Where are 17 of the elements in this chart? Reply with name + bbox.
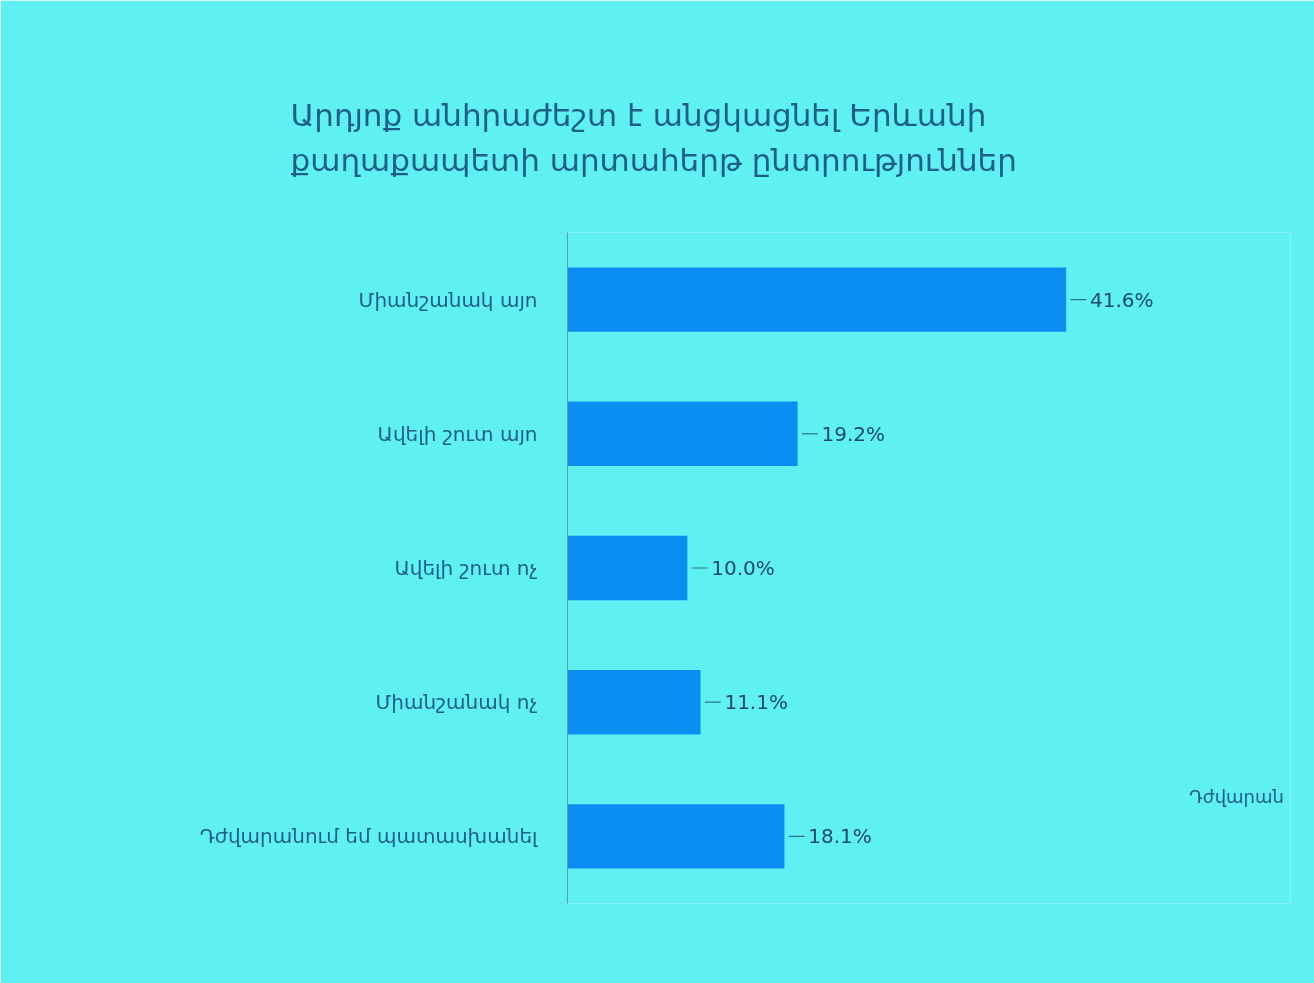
bar	[567, 669, 701, 735]
y-tick-label: Ավելի շուտ ոչ	[394, 556, 538, 580]
data-label: 19.2%	[821, 421, 886, 446]
data-label: 41.6%	[1089, 287, 1154, 312]
y-tick-label: Միանշանակ այո	[358, 287, 538, 312]
bar	[567, 401, 798, 467]
y-tick-label: Ավելի շուտ այո	[377, 421, 538, 446]
text: Դժվարան	[1189, 785, 1284, 807]
data-label: 18.1%	[808, 824, 872, 849]
data-label: 10.0%	[711, 556, 775, 580]
y-tick-label: Միանշանակ ոչ	[375, 690, 538, 715]
bar	[567, 267, 1067, 332]
bar	[567, 804, 785, 869]
y-tick-label: Դժվարանում եմ պատասխանել	[199, 824, 540, 849]
chart-title: Արդյոք անհրաժեշտ է անցկացնել Երևանի քաղաքապետի արտահերթ ընտրություններ	[290, 96, 1017, 178]
data-label: 11.1%	[724, 690, 788, 715]
bar	[567, 535, 688, 601]
